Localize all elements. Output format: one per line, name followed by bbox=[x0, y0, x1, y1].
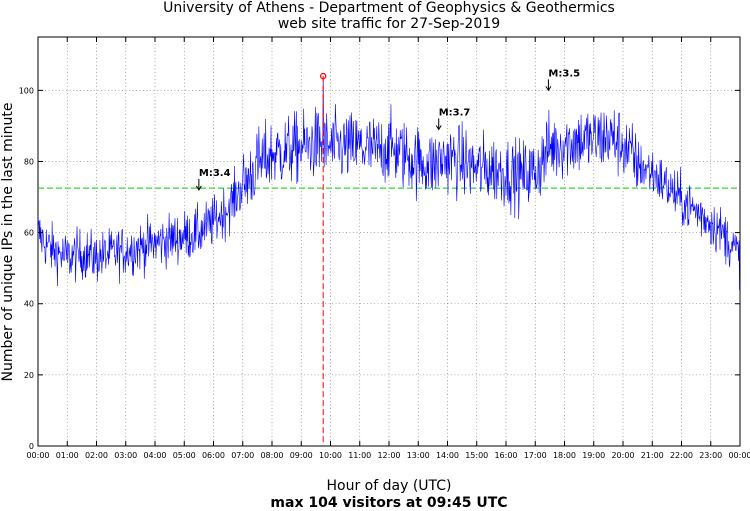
x-tick-label: 07:00 bbox=[231, 451, 254, 460]
quake-arrow-head bbox=[195, 185, 202, 191]
x-tick-label: 02:00 bbox=[85, 451, 108, 460]
y-tick-label: 60 bbox=[24, 229, 34, 238]
x-tick-label: 01:00 bbox=[56, 451, 79, 460]
x-tick-label: 20:00 bbox=[611, 451, 634, 460]
x-tick-label: 00:00 bbox=[26, 451, 49, 460]
x-tick-label: 00:00 bbox=[728, 451, 750, 460]
quake-label: M:3.5 bbox=[548, 68, 580, 79]
x-tick-label: 18:00 bbox=[553, 451, 576, 460]
x-tick-label: 05:00 bbox=[173, 451, 196, 460]
y-tick-label: 100 bbox=[19, 86, 34, 95]
y-tick-label: 40 bbox=[24, 300, 34, 309]
x-tick-label: 11:00 bbox=[348, 451, 371, 460]
x-tick-label: 10:00 bbox=[319, 451, 342, 460]
x-tick-label: 17:00 bbox=[524, 451, 547, 460]
x-tick-label: 22:00 bbox=[670, 451, 693, 460]
quake-arrow-head bbox=[435, 125, 442, 131]
x-tick-label: 04:00 bbox=[143, 451, 166, 460]
y-tick-label: 80 bbox=[24, 157, 34, 166]
traffic-series-line bbox=[37, 76, 740, 291]
max-marker-layer bbox=[319, 72, 327, 446]
x-axis-ticks: 00:00 01:00 02:00 03:00 04:00 05:00 06:00 07:00… bbox=[26, 37, 750, 460]
y-axis-ticks: 0 20 40 60 80 100 bbox=[19, 86, 740, 451]
y-tick-label: 20 bbox=[24, 371, 34, 380]
x-tick-label: 23:00 bbox=[699, 451, 722, 460]
series-layer bbox=[37, 76, 740, 291]
chart-title: University of Athens - Department of Geo… bbox=[163, 0, 615, 16]
max-visitors-note: max 104 visitors at 09:45 UTC bbox=[270, 495, 507, 511]
x-tick-label: 13:00 bbox=[407, 451, 430, 460]
x-tick-label: 19:00 bbox=[582, 451, 605, 460]
y-axis-label: Number of unique IPs in the last minute bbox=[0, 103, 16, 382]
x-tick-label: 21:00 bbox=[641, 451, 664, 460]
x-tick-label: 08:00 bbox=[260, 451, 283, 460]
x-tick-label: 16:00 bbox=[494, 451, 517, 460]
x-axis-label: Hour of day (UTC) bbox=[327, 478, 452, 494]
max-point-marker bbox=[319, 72, 327, 80]
chart-subtitle: web site traffic for 27-Sep-2019 bbox=[278, 16, 500, 32]
x-tick-label: 15:00 bbox=[465, 451, 488, 460]
x-tick-label: 12:00 bbox=[377, 451, 400, 460]
x-tick-label: 14:00 bbox=[436, 451, 459, 460]
quake-label: M:3.7 bbox=[439, 107, 471, 118]
quake-arrow-head bbox=[545, 86, 552, 92]
y-tick-label: 0 bbox=[29, 442, 34, 451]
x-tick-label: 03:00 bbox=[114, 451, 137, 460]
quake-label: M:3.4 bbox=[199, 168, 231, 179]
x-tick-label: 06:00 bbox=[202, 451, 225, 460]
quake-marker-layer: M:3.4 M:3.7 M:3.5 bbox=[195, 68, 580, 191]
x-tick-label: 09:00 bbox=[290, 451, 313, 460]
